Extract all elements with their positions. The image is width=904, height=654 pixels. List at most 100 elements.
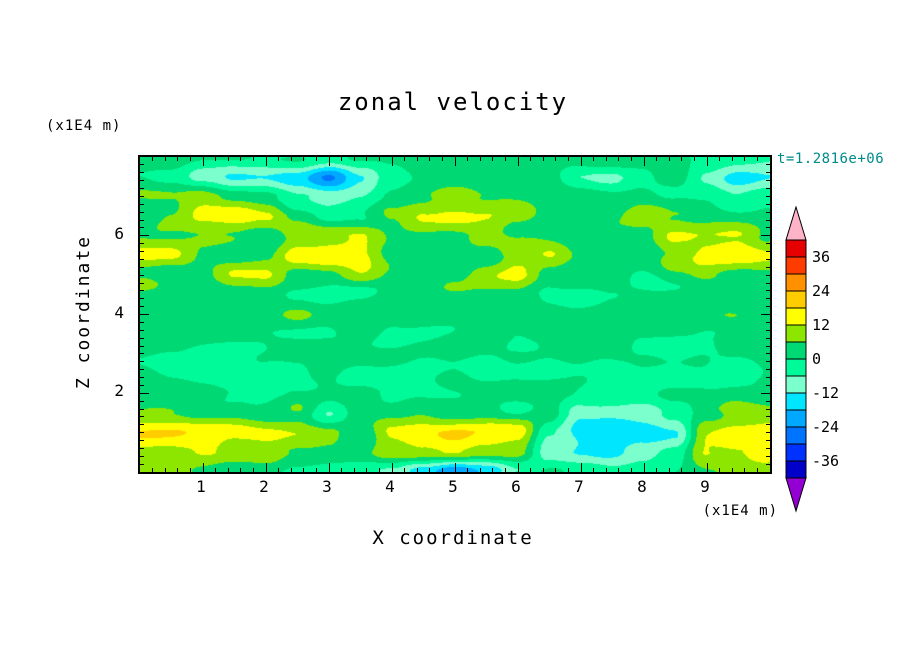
- z-minor-tick: [140, 203, 144, 205]
- x-minor-tick: [542, 157, 544, 161]
- z-minor-tick: [140, 219, 144, 221]
- z-minor-tick: [140, 227, 144, 229]
- x-minor-tick: [731, 468, 733, 472]
- z-minor-tick: [766, 219, 770, 221]
- z-minor-tick: [766, 329, 770, 331]
- colorbar-band: [785, 375, 807, 394]
- x-minor-tick: [504, 157, 506, 161]
- x-minor-tick: [404, 157, 406, 161]
- z-minor-tick: [140, 298, 144, 300]
- x-minor-tick: [618, 468, 620, 472]
- x-minor-tick: [378, 468, 380, 472]
- z-minor-tick: [766, 321, 770, 323]
- x-minor-tick: [441, 468, 443, 472]
- x-minor-tick: [240, 468, 242, 472]
- colorbar-band: [785, 460, 807, 479]
- z-major-tick: [140, 392, 149, 394]
- colorbar-label: -12: [812, 384, 840, 402]
- z-minor-tick: [766, 298, 770, 300]
- y-axis-units-label: (x1E4 m): [46, 118, 122, 134]
- x-minor-tick: [227, 157, 229, 161]
- x-minor-tick: [756, 157, 758, 161]
- z-minor-tick: [140, 408, 144, 410]
- x-minor-tick: [303, 157, 305, 161]
- x-major-tick: [706, 463, 708, 472]
- x-major-tick: [517, 463, 519, 472]
- x-tick-label: 2: [259, 477, 269, 496]
- x-minor-tick: [467, 157, 469, 161]
- z-minor-tick: [140, 180, 144, 182]
- x-minor-tick: [555, 157, 557, 161]
- x-minor-tick: [366, 468, 368, 472]
- z-minor-tick: [140, 321, 144, 323]
- x-tick-label: 9: [700, 477, 710, 496]
- z-tick-label: 2: [114, 381, 124, 401]
- x-minor-tick: [744, 157, 746, 161]
- colorbar-band: [785, 239, 807, 258]
- x-minor-tick: [542, 468, 544, 472]
- z-minor-tick: [766, 203, 770, 205]
- x-minor-tick: [290, 157, 292, 161]
- x-minor-tick: [189, 157, 191, 161]
- x-axis-title: X coordinate: [372, 527, 534, 549]
- colorbar-band: [785, 409, 807, 428]
- x-tick-label: 7: [574, 477, 584, 496]
- z-minor-tick: [140, 424, 144, 426]
- x-minor-tick: [492, 468, 494, 472]
- x-minor-tick: [630, 157, 632, 161]
- z-minor-tick: [140, 282, 144, 284]
- x-minor-tick: [278, 468, 280, 472]
- colorbar-label: 12: [812, 316, 831, 334]
- z-minor-tick: [140, 432, 144, 434]
- x-minor-tick: [467, 468, 469, 472]
- x-major-tick: [328, 463, 330, 472]
- colorbar-band: [785, 273, 807, 292]
- colorbar-band: [785, 256, 807, 275]
- z-minor-tick: [140, 345, 144, 347]
- x-minor-tick: [441, 157, 443, 161]
- z-minor-tick: [140, 463, 144, 465]
- z-minor-tick: [140, 164, 144, 166]
- x-major-tick: [328, 157, 330, 166]
- x-major-tick: [265, 157, 267, 166]
- x-minor-tick: [341, 468, 343, 472]
- x-tick-label: 5: [448, 477, 458, 496]
- x-minor-tick: [656, 157, 658, 161]
- z-minor-tick: [140, 258, 144, 260]
- x-major-tick: [202, 157, 204, 166]
- z-minor-tick: [766, 416, 770, 418]
- z-minor-tick: [140, 337, 144, 339]
- z-minor-tick: [766, 172, 770, 174]
- colorbar-over-arrow: [785, 206, 807, 241]
- x-tick-label: 1: [196, 477, 206, 496]
- time-annotation: t=1.2816e+06: [777, 151, 885, 167]
- z-minor-tick: [140, 384, 144, 386]
- x-minor-tick: [668, 468, 670, 472]
- x-minor-tick: [605, 157, 607, 161]
- colorbar-label: 36: [812, 248, 831, 266]
- z-minor-tick: [140, 274, 144, 276]
- x-minor-tick: [593, 468, 595, 472]
- x-minor-tick: [366, 157, 368, 161]
- x-minor-tick: [530, 468, 532, 472]
- z-minor-tick: [766, 227, 770, 229]
- z-tick-label: 6: [114, 223, 124, 243]
- colorbar-under-arrow: [785, 477, 807, 513]
- z-minor-tick: [766, 258, 770, 260]
- x-minor-tick: [378, 157, 380, 161]
- z-minor-tick: [140, 243, 144, 245]
- z-minor-tick: [140, 195, 144, 197]
- z-minor-tick: [766, 180, 770, 182]
- colorbar-label: -24: [812, 418, 840, 436]
- x-minor-tick: [681, 468, 683, 472]
- x-minor-tick: [693, 157, 695, 161]
- x-major-tick: [454, 463, 456, 472]
- x-minor-tick: [177, 157, 179, 161]
- x-minor-tick: [530, 157, 532, 161]
- x-minor-tick: [252, 157, 254, 161]
- z-minor-tick: [140, 440, 144, 441]
- x-minor-tick: [429, 157, 431, 161]
- z-minor-tick: [766, 377, 770, 378]
- x-minor-tick: [492, 157, 494, 161]
